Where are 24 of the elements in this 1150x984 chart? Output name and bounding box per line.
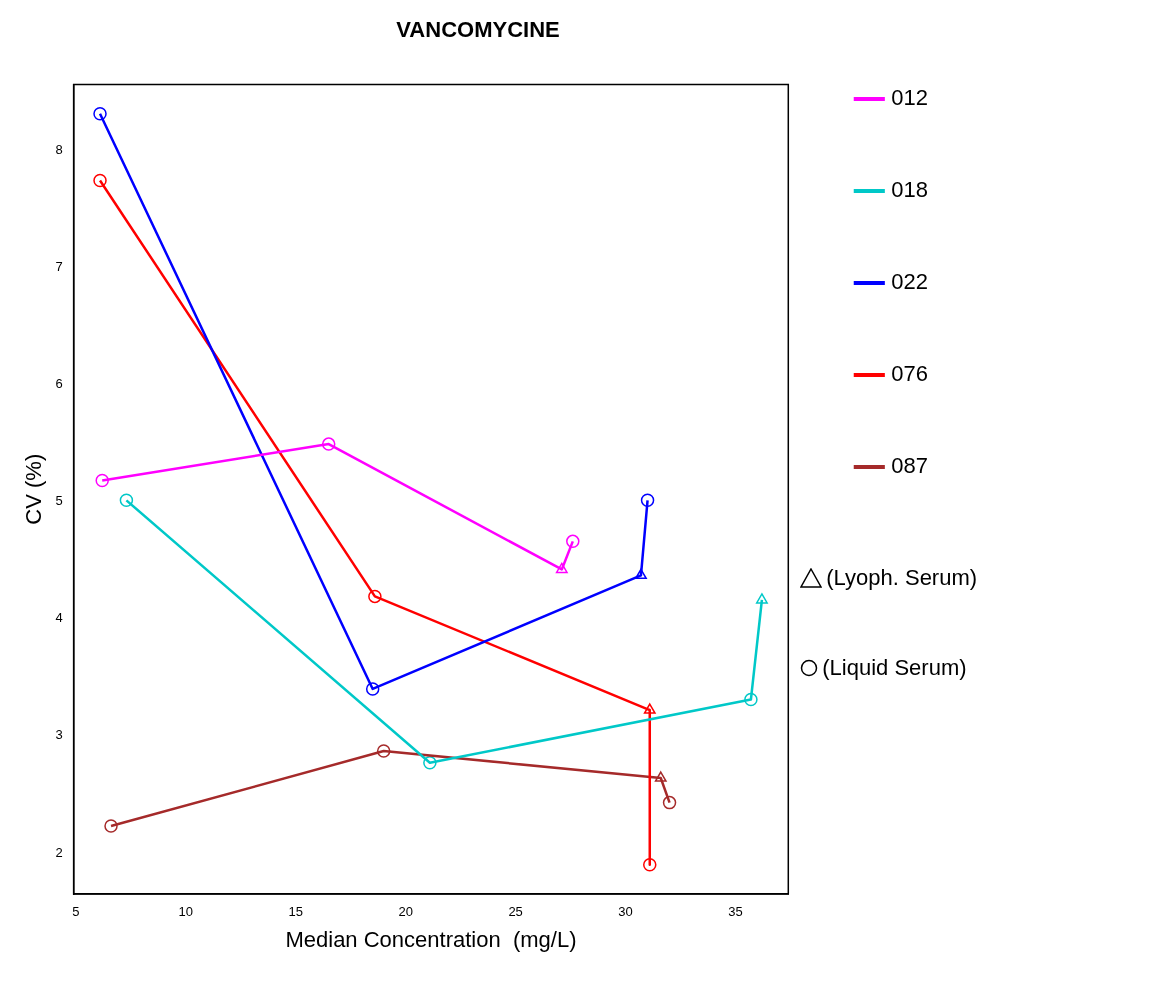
text: (Lyoph. Serum) bbox=[826, 565, 978, 591]
x-tick-label: 35 bbox=[728, 904, 743, 920]
y-axis-title: CV (%) bbox=[21, 453, 47, 525]
y-tick-label: 3 bbox=[55, 727, 63, 743]
y-tick-label: 8 bbox=[55, 141, 63, 157]
x-axis-title: Median Concentration (mg/L) bbox=[285, 926, 577, 952]
x-tick-label: 30 bbox=[618, 904, 633, 920]
y-tick-label: 5 bbox=[55, 493, 63, 509]
chart-title: VANCOMYCINE bbox=[396, 17, 560, 43]
y-tick-label: 6 bbox=[55, 375, 63, 391]
x-tick-label: 20 bbox=[398, 904, 413, 920]
legend-label: 087 bbox=[891, 453, 929, 479]
legend-label: 076 bbox=[891, 361, 929, 387]
y-tick-label: 7 bbox=[55, 258, 63, 274]
legend-label: 012 bbox=[891, 85, 929, 111]
y-tick-label: 4 bbox=[55, 610, 63, 626]
y-tick-label: 2 bbox=[55, 844, 63, 860]
x-tick-label: 15 bbox=[288, 904, 303, 920]
x-tick-label: 10 bbox=[178, 904, 194, 920]
legend-label: 022 bbox=[891, 269, 929, 295]
text: (Liquid Serum) bbox=[822, 655, 967, 681]
x-tick-label: 25 bbox=[508, 904, 523, 920]
x-tick-label: 5 bbox=[72, 904, 80, 920]
legend-label: 018 bbox=[891, 177, 929, 203]
